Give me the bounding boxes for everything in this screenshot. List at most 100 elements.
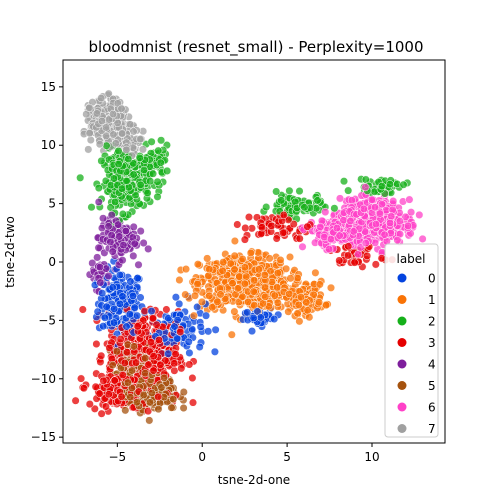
scatter-point-label-1 — [216, 290, 225, 299]
scatter-point-label-3 — [77, 374, 86, 383]
scatter-point-label-4 — [136, 227, 145, 236]
scatter-point-label-3 — [97, 351, 106, 360]
scatter-point-label-6 — [346, 216, 355, 226]
scatter-point-label-6 — [387, 212, 396, 221]
scatter-point-label-3 — [78, 305, 87, 314]
legend-label-2: 2 — [428, 315, 436, 329]
scatter-point-label-4 — [130, 239, 139, 248]
chart-title: bloodmnist (resnet_small) - Perplexity=1… — [88, 38, 423, 57]
scatter-point-label-1 — [189, 311, 198, 320]
scatter-point-label-6 — [405, 195, 414, 204]
scatter-point-label-7 — [102, 123, 111, 132]
scatter-point-label-2 — [300, 203, 309, 212]
scatter-point-label-1 — [219, 258, 228, 267]
scatter-point-label-1 — [322, 301, 331, 310]
scatter-point-label-1 — [242, 272, 251, 281]
x-tick-label: −5 — [108, 450, 126, 464]
scatter-point-label-6 — [395, 217, 404, 226]
scatter-point-label-7 — [117, 104, 126, 113]
scatter-point-label-0 — [136, 293, 145, 302]
scatter-point-label-2 — [277, 196, 286, 205]
scatter-point-label-0 — [133, 274, 142, 283]
scatter-point-label-0 — [211, 325, 220, 334]
scatter-point-label-1 — [258, 299, 268, 308]
scatter-point-label-5 — [132, 398, 141, 407]
scatter-point-label-4 — [139, 238, 148, 248]
scatter-point-label-2 — [109, 174, 119, 183]
scatter-point-label-1 — [204, 271, 213, 280]
scatter-point-label-0 — [173, 334, 182, 343]
scatter-point-label-7 — [97, 116, 106, 126]
scatter-point-label-6 — [401, 212, 410, 221]
scatter-point-label-0 — [102, 302, 111, 311]
scatter-point-label-3 — [110, 376, 119, 385]
scatter-point-label-3 — [170, 359, 179, 368]
scatter-point-label-2 — [285, 186, 294, 195]
scatter-point-label-3 — [233, 220, 242, 229]
x-axis-label: tsne-2d-one — [218, 473, 290, 487]
scatter-point-label-0 — [201, 311, 211, 320]
scatter-point-label-3 — [170, 366, 179, 375]
y-tick-label: 10 — [41, 138, 56, 152]
scatter-point-label-5 — [129, 342, 138, 351]
scatter-point-label-0 — [110, 318, 119, 327]
scatter-point-label-3 — [120, 358, 129, 368]
scatter-point-label-2 — [339, 177, 349, 186]
scatter-point-label-6 — [361, 183, 370, 192]
scatter-point-label-4 — [115, 232, 124, 241]
scatter-point-label-0 — [99, 322, 108, 331]
scatter-point-label-1 — [314, 298, 324, 307]
scatter-point-label-6 — [393, 236, 402, 245]
scatter-point-label-4 — [96, 278, 105, 287]
scatter-point-label-3 — [140, 306, 149, 316]
legend: label 0 1 2 3 4 5 6 7 — [384, 243, 439, 438]
scatter-point-label-3 — [156, 360, 165, 369]
scatter-point-label-0 — [108, 283, 117, 292]
legend-marker-1 — [397, 295, 407, 304]
scatter-point-label-2 — [385, 180, 394, 189]
y-tick-label: −5 — [38, 313, 56, 327]
scatter-point-label-1 — [230, 251, 239, 260]
scatter-point-label-2 — [114, 159, 123, 169]
scatter-point-label-3 — [154, 335, 164, 345]
scatter-point-label-5 — [141, 354, 150, 363]
scatter-point-label-6 — [377, 200, 387, 209]
scatter-point-label-2 — [122, 176, 131, 186]
scatter-point-label-3 — [144, 360, 153, 369]
scatter-point-label-1 — [273, 269, 282, 278]
scatter-point-label-1 — [246, 248, 255, 258]
x-axis-ticks: −5 0 5 10 — [108, 443, 380, 464]
legend-label-5: 5 — [428, 379, 436, 393]
scatter-point-label-4 — [88, 259, 97, 268]
scatter-point-label-1 — [235, 272, 244, 281]
scatter-point-label-1 — [265, 254, 274, 263]
scatter-point-label-1 — [303, 306, 312, 315]
scatter-point-label-3 — [91, 382, 100, 391]
scatter-point-label-1 — [309, 290, 318, 299]
scatter-point-label-1 — [296, 293, 306, 302]
scatter-point-label-0 — [100, 313, 109, 322]
y-axis-ticks: −15 −10 −5 0 5 10 15 — [31, 80, 63, 444]
x-tick-label: 0 — [198, 450, 206, 464]
scatter-point-label-0 — [256, 313, 265, 322]
scatter-point-label-1 — [203, 254, 212, 263]
scatter-point-label-1 — [218, 266, 227, 275]
scatter-point-label-2 — [154, 146, 163, 155]
scatter-point-label-4 — [121, 226, 130, 236]
x-tick-label: 5 — [283, 450, 291, 464]
scatter-point-label-1 — [205, 291, 214, 300]
legend-marker-3 — [397, 338, 407, 347]
scatter-point-label-3 — [154, 392, 163, 401]
scatter-point-label-0 — [270, 314, 279, 324]
scatter-point-label-7 — [85, 129, 94, 138]
scatter-point-label-5 — [121, 406, 130, 415]
scatter-point-label-4 — [107, 211, 116, 220]
scatter-point-label-5 — [169, 395, 178, 404]
scatter-point-label-6 — [385, 218, 395, 228]
scatter-point-label-3 — [146, 338, 155, 347]
legend-marker-6 — [397, 402, 407, 412]
scatter-point-label-5 — [139, 390, 148, 399]
scatter-point-label-1 — [286, 274, 295, 283]
scatter-point-label-6 — [367, 195, 376, 204]
scatter-point-label-1 — [175, 275, 184, 285]
